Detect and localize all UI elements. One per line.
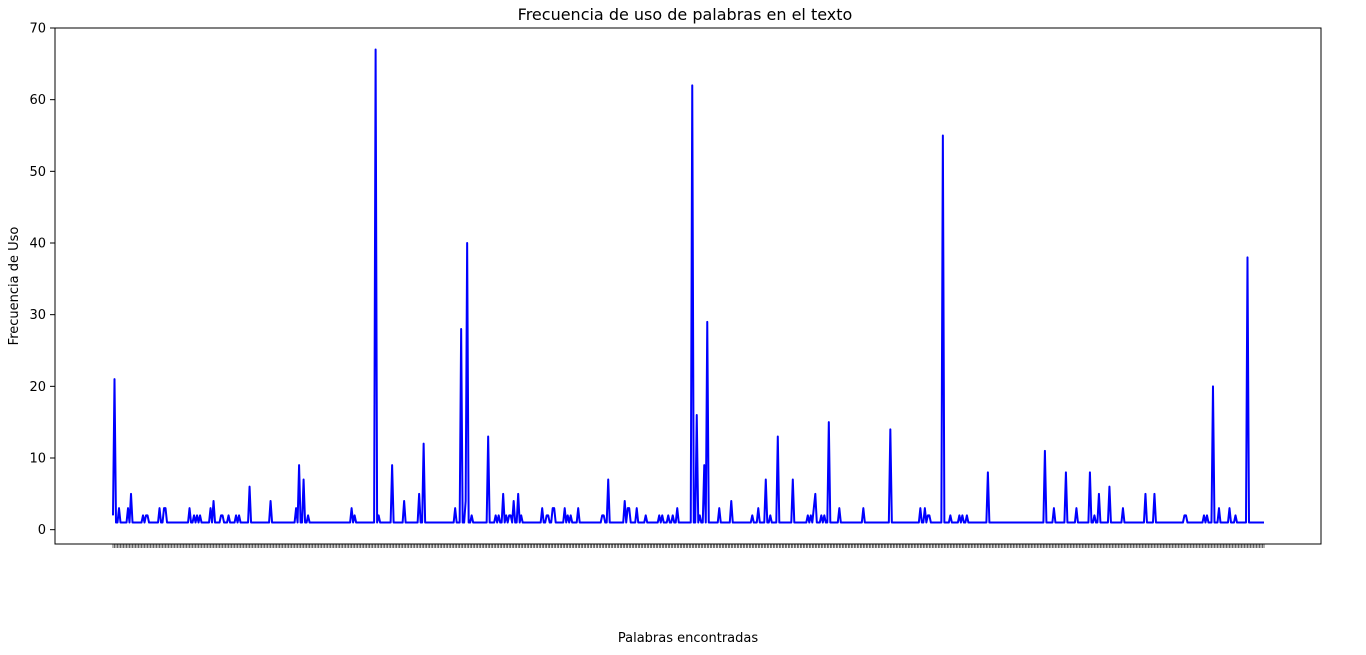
- y-tick-label: 70: [29, 22, 46, 37]
- y-tick-label: 60: [29, 93, 46, 108]
- y-axis: 0 10 20 30 40 50 60 70: [29, 22, 55, 538]
- chart-title: Frecuencia de uso de palabras en el text…: [518, 5, 853, 24]
- y-tick-label: 10: [29, 452, 46, 467]
- series-line: [112, 48, 1264, 524]
- y-tick-label: 40: [29, 237, 46, 252]
- y-tick-label: 30: [29, 308, 46, 323]
- y-tick-label: 50: [29, 165, 46, 180]
- y-tick-label: 20: [29, 380, 46, 395]
- x-axis-title: Palabras encontradas: [618, 631, 758, 646]
- plot-area: [54, 27, 1322, 545]
- y-tick-label: 0: [38, 523, 46, 538]
- y-axis-title: Frecuencia de Uso: [7, 227, 22, 346]
- x-axis: [112, 544, 1265, 548]
